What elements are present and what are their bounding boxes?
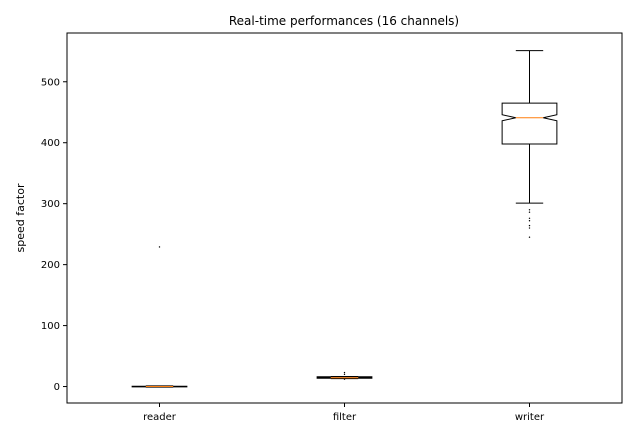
x-tick-label: filter bbox=[333, 412, 357, 423]
box-writer bbox=[501, 102, 558, 145]
x-tick-label: reader bbox=[143, 412, 177, 423]
flier-point bbox=[528, 220, 531, 222]
flier-point bbox=[343, 373, 346, 376]
y-tick-label: 500 bbox=[41, 77, 60, 88]
flier-point bbox=[343, 378, 346, 380]
flier-point bbox=[158, 246, 161, 248]
plot-frame bbox=[66, 32, 623, 404]
flier-point bbox=[528, 227, 531, 229]
y-axis-label: speed factor bbox=[14, 183, 27, 252]
x-tick-label: writer bbox=[515, 412, 545, 423]
y-tick-label: 100 bbox=[41, 321, 60, 332]
y-tick-label: 0 bbox=[54, 382, 60, 393]
flier-point bbox=[528, 211, 531, 213]
flier-point bbox=[528, 209, 531, 211]
chart-title: Real-time performances (16 channels) bbox=[229, 14, 459, 28]
y-tick-label: 200 bbox=[41, 260, 60, 271]
plot-area: 0 100 200 300 400 500 reader filter writer bbox=[41, 50, 558, 423]
flier-point bbox=[343, 371, 346, 374]
flier-point bbox=[528, 236, 531, 238]
flier-point bbox=[528, 217, 531, 220]
y-tick-label: 400 bbox=[41, 138, 60, 149]
flier-point bbox=[528, 224, 531, 227]
y-tick-label: 300 bbox=[41, 199, 60, 210]
